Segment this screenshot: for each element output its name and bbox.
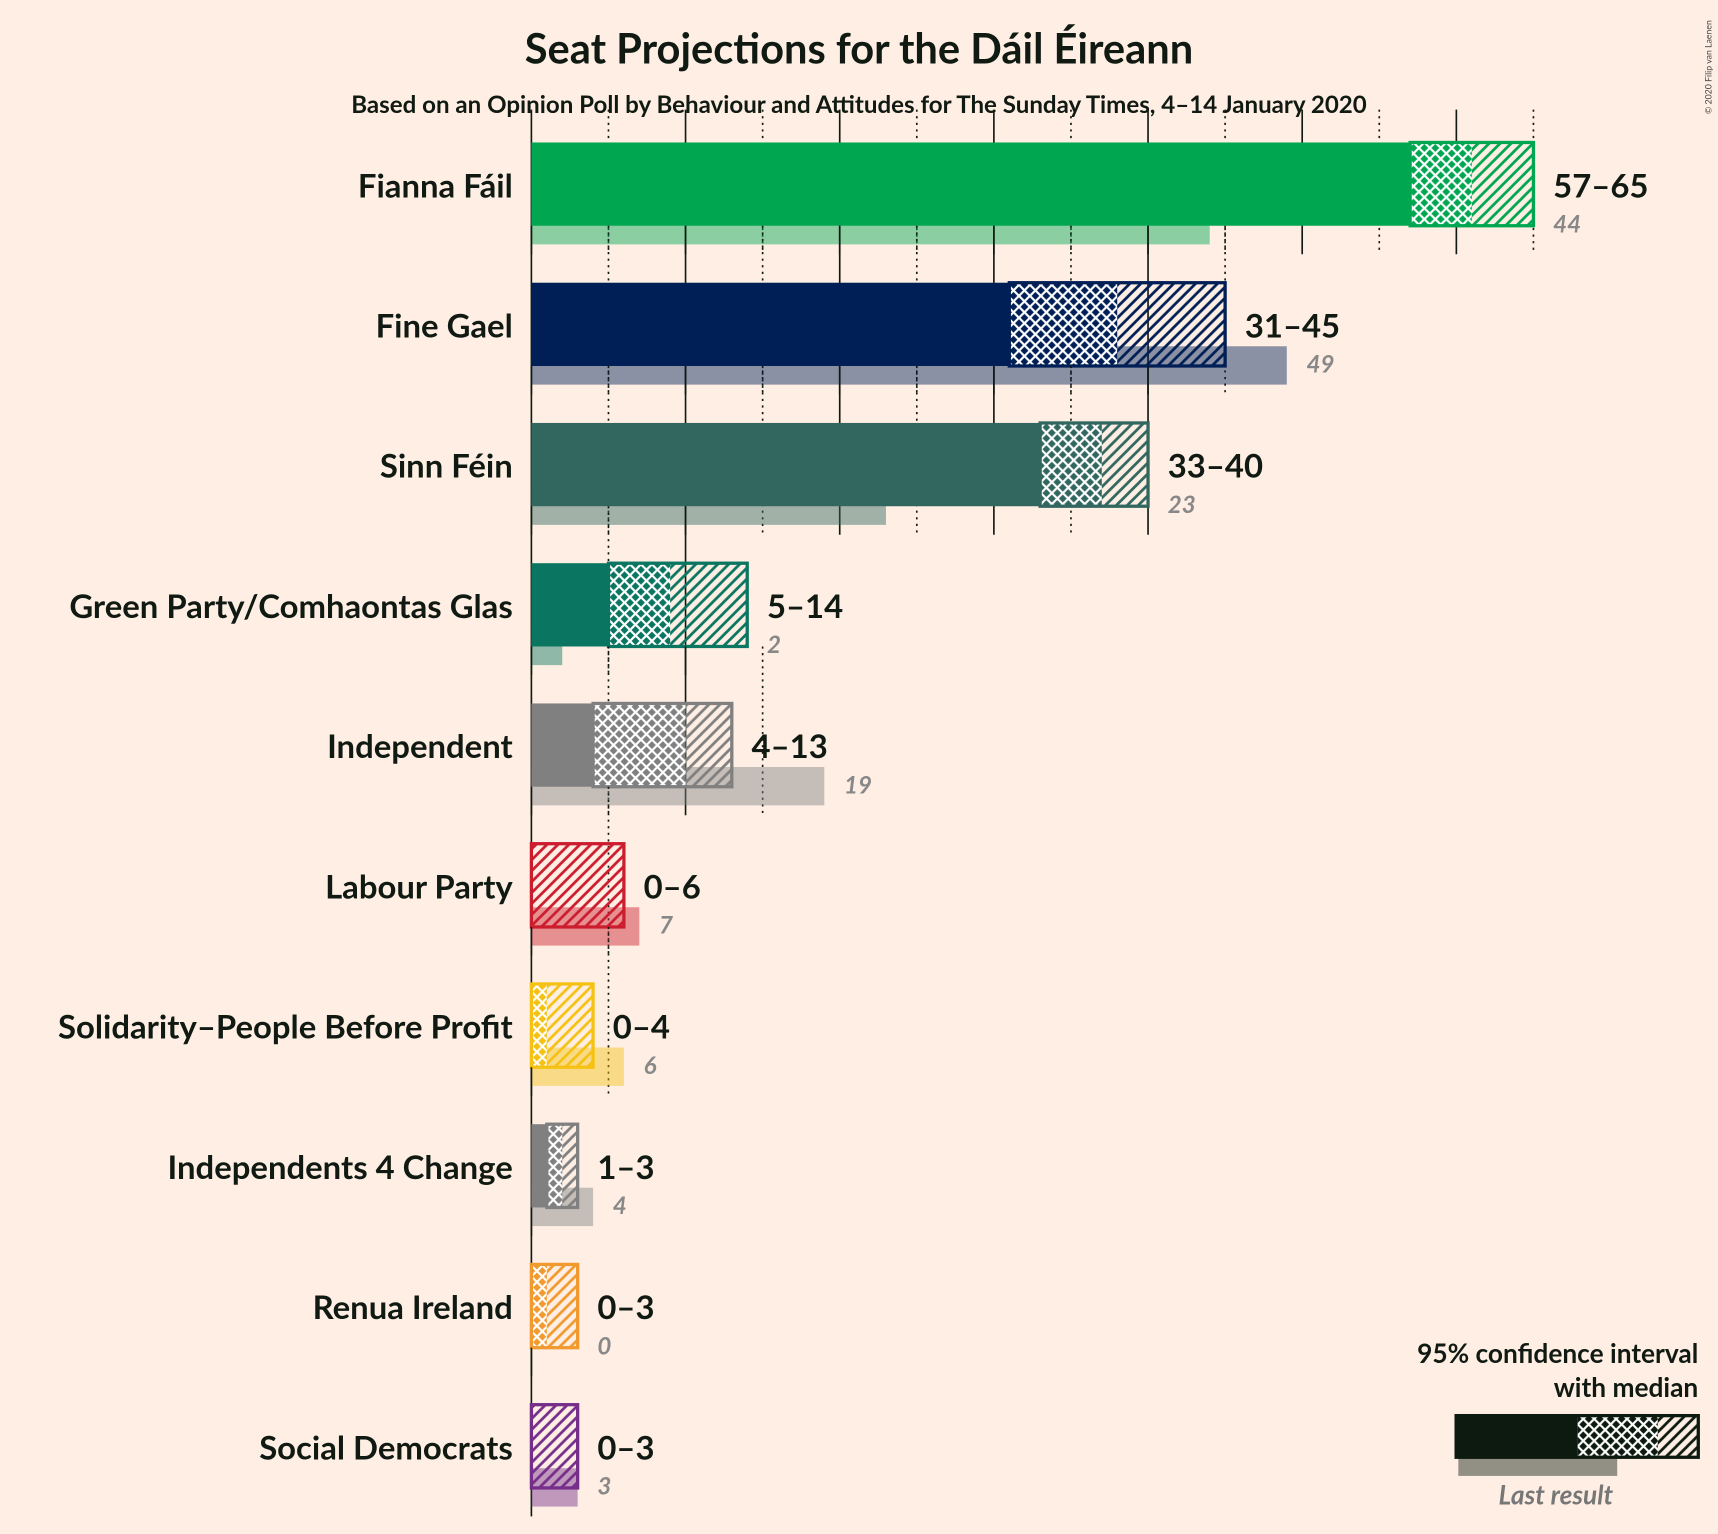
interval-outline (1408, 140, 1536, 228)
interval-outline (1038, 421, 1150, 508)
interval-outline (545, 1122, 580, 1210)
party-name: Sinn Féin (380, 446, 513, 485)
party-name: Labour Party (325, 866, 513, 905)
legend-swatch (1657, 1415, 1699, 1458)
legend (1454, 1413, 1700, 1476)
legend-text: 95% confidence interval (1417, 1337, 1698, 1369)
last-result-label: 0 (597, 1331, 611, 1360)
interval-outline (591, 701, 734, 789)
last-result-label: 44 (1553, 209, 1581, 238)
interval-outline (606, 561, 749, 649)
interval-bar (531, 422, 1041, 507)
interval-outline (529, 1403, 580, 1490)
upper-hatch (531, 843, 624, 927)
interval-bar (531, 142, 1411, 226)
party-name: Social Democrats (259, 1427, 513, 1466)
last-result-label: 7 (659, 911, 673, 940)
last-result-label: 4 (613, 1191, 627, 1220)
party-name: Green Party/Comhaontas Glas (69, 586, 512, 625)
last-result-label: 3 (597, 1472, 611, 1501)
party-name: Renua Ireland (313, 1287, 513, 1326)
last-result-label: 2 (767, 630, 781, 659)
party-name: Independent (327, 726, 513, 765)
upper-hatch (531, 1404, 578, 1488)
upper-hatch (546, 983, 594, 1068)
range-label: 57–65 (1553, 165, 1648, 204)
legend-swatch (1458, 1457, 1618, 1476)
range-label: 5–14 (767, 586, 843, 625)
median-hatch (608, 563, 671, 647)
range-label: 0–3 (597, 1287, 654, 1326)
median-hatch (546, 1124, 563, 1208)
interval-outline (529, 982, 595, 1069)
interval-bar (531, 563, 609, 647)
upper-hatch (1471, 142, 1534, 226)
legend-text: Last result (1499, 1478, 1614, 1510)
upper-hatch (562, 1124, 578, 1208)
chart-title: Seat Projections for the Dáil Éireann (525, 23, 1193, 73)
party-name: Fine Gael (376, 306, 513, 345)
range-label: 0–3 (597, 1427, 654, 1466)
interval-outline (529, 842, 626, 929)
interval-bar (531, 703, 594, 787)
median-hatch (1040, 422, 1102, 507)
range-label: 0–4 (613, 1007, 670, 1046)
last-result-label: 19 (844, 770, 872, 799)
party-name: Solidarity–People Before Profit (58, 1007, 514, 1046)
range-label: 33–40 (1168, 446, 1263, 485)
range-label: 31–45 (1245, 306, 1340, 345)
interval-outline (1007, 281, 1227, 368)
interval-bar (531, 1124, 547, 1208)
interval-bar (531, 282, 1010, 366)
party-name: Fianna Fáil (358, 165, 513, 204)
chart-subtitle: Based on an Opinion Poll by Behaviour an… (351, 90, 1367, 119)
range-label: 0–6 (644, 866, 701, 905)
range-label: 4–13 (752, 726, 828, 765)
upper-hatch (546, 1264, 578, 1348)
last-result-label: 49 (1307, 350, 1335, 379)
interval-outline (529, 1262, 580, 1350)
last-result-label: 6 (644, 1051, 657, 1080)
upper-hatch (685, 703, 732, 787)
median-hatch (593, 703, 686, 787)
legend-swatch (1456, 1415, 1578, 1458)
median-hatch (531, 983, 547, 1068)
range-label: 1–3 (597, 1147, 654, 1186)
party-name: Independents 4 Change (168, 1147, 513, 1186)
legend-swatch (1577, 1415, 1658, 1458)
last-result-label: 23 (1168, 490, 1196, 519)
legend-text: with median (1554, 1371, 1699, 1403)
median-hatch (1410, 142, 1472, 226)
copyright: © 2020 Filip van Laenen (1702, 20, 1713, 114)
median-hatch (531, 1264, 547, 1348)
upper-hatch (670, 563, 748, 647)
upper-hatch (1101, 422, 1149, 507)
median-hatch (1009, 282, 1118, 366)
upper-hatch (1117, 282, 1226, 366)
legend-swatch (1454, 1413, 1700, 1459)
